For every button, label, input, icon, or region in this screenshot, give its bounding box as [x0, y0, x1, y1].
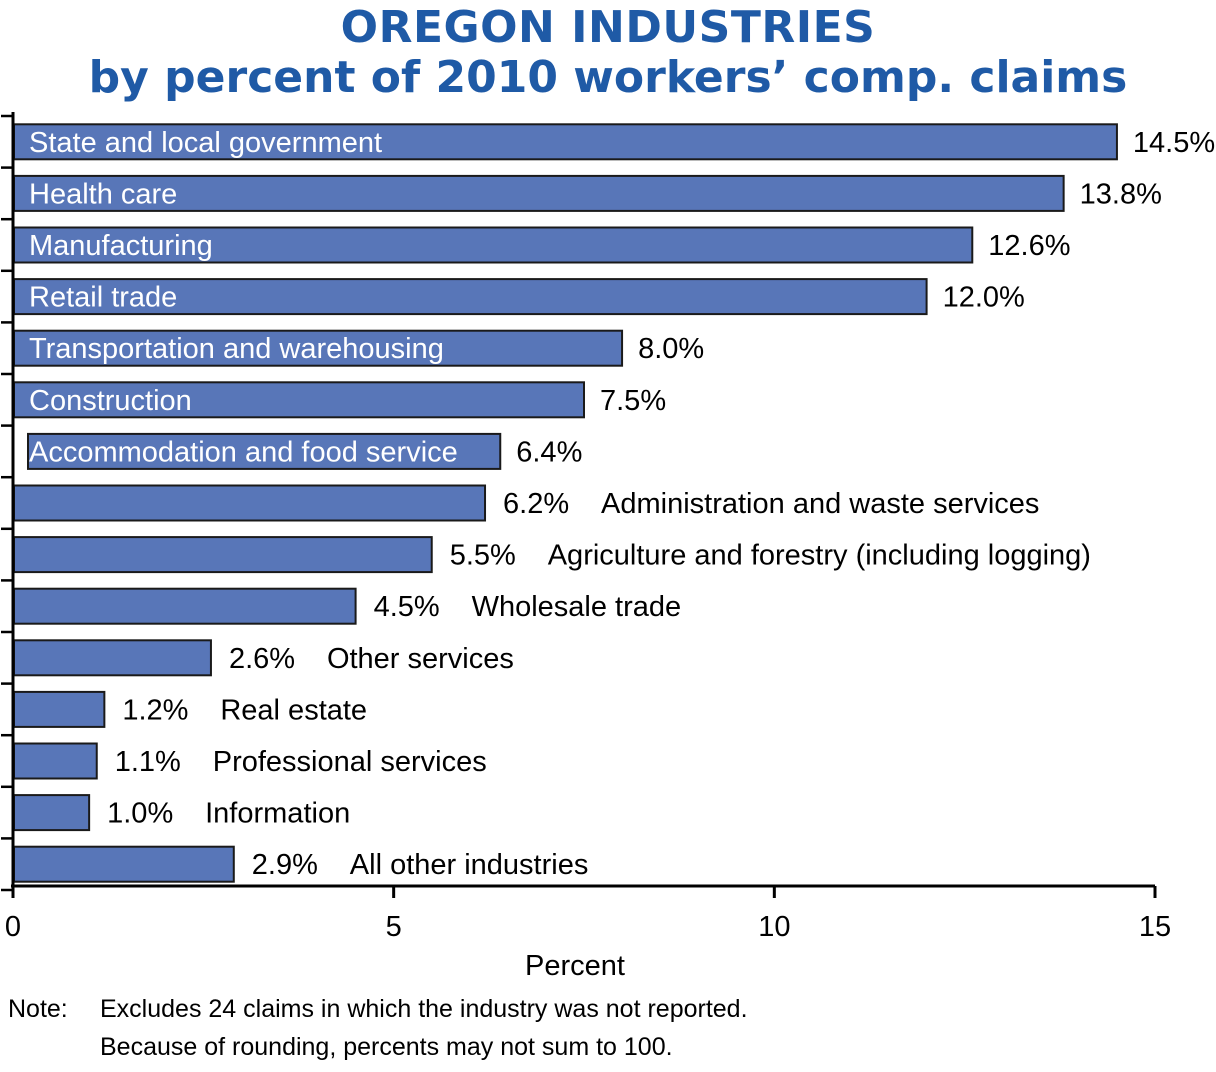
ticks-layer: 0 5 10 15 — [1, 114, 1171, 943]
bar — [13, 639, 212, 677]
category-label: State and local government — [29, 127, 382, 159]
value-label: 8.0% — [638, 333, 704, 365]
category-label: Retail trade — [29, 282, 177, 314]
note-prefix: Note: — [8, 995, 68, 1023]
category-label: All other industries — [350, 849, 589, 881]
value-label: 13.8% — [1080, 178, 1162, 210]
bar — [13, 278, 928, 316]
value-label: 1.0% — [107, 798, 173, 830]
category-label: Information — [205, 798, 350, 830]
value-label: 7.5% — [600, 385, 666, 417]
x-tick-label: 5 — [386, 911, 402, 943]
value-label: 1.1% — [115, 746, 181, 778]
category-label: Wholesale trade — [472, 591, 682, 623]
chart-subtitle: by percent of 2010 workers’ comp. claims — [88, 52, 1128, 103]
chart-title: OREGON INDUSTRIES — [340, 2, 876, 53]
axes-layer — [11, 112, 1155, 888]
bar — [13, 794, 91, 832]
bar — [13, 123, 1118, 161]
category-label: Health care — [29, 178, 177, 210]
category-label: Other services — [327, 643, 514, 675]
value-label: 14.5% — [1133, 127, 1215, 159]
bar — [13, 587, 357, 625]
bars-layer — [13, 123, 1118, 883]
value-label: 1.2% — [122, 694, 188, 726]
value-label: 2.6% — [229, 643, 295, 675]
bar — [13, 381, 585, 419]
value-label: 2.9% — [252, 849, 318, 881]
category-label: Transportation and warehousing — [29, 333, 444, 365]
bar — [13, 226, 974, 264]
value-label: 6.4% — [516, 436, 582, 468]
bar — [13, 329, 624, 367]
bar — [13, 536, 433, 574]
value-label: 6.2% — [503, 488, 569, 520]
category-label: Administration and waste services — [601, 488, 1039, 520]
bar — [13, 484, 487, 522]
bar — [27, 432, 502, 470]
category-label: Real estate — [220, 694, 367, 726]
value-label: 12.0% — [943, 282, 1025, 314]
bar — [13, 845, 235, 883]
note-line-2: Because of rounding, percents may not su… — [100, 1033, 673, 1061]
x-tick-label: 15 — [1139, 911, 1171, 943]
x-tick-label: 10 — [758, 911, 790, 943]
category-label: Accommodation and food service — [29, 436, 458, 468]
category-label: Manufacturing — [29, 230, 213, 262]
bar — [13, 690, 106, 728]
category-label: Construction — [29, 385, 192, 417]
category-label: Professional services — [213, 746, 487, 778]
value-label: 4.5% — [374, 591, 440, 623]
value-label: 12.6% — [988, 230, 1070, 262]
x-tick-label: 0 — [5, 911, 21, 943]
bar — [13, 742, 98, 780]
x-axis-label: Percent — [525, 950, 625, 982]
note-line-1: Excludes 24 claims in which the industry… — [100, 995, 748, 1023]
labels-layer: State and local government 14.5% Health ca… — [29, 127, 1215, 881]
value-label: 5.5% — [450, 540, 516, 572]
category-label: Agriculture and forestry (including logg… — [548, 540, 1091, 572]
